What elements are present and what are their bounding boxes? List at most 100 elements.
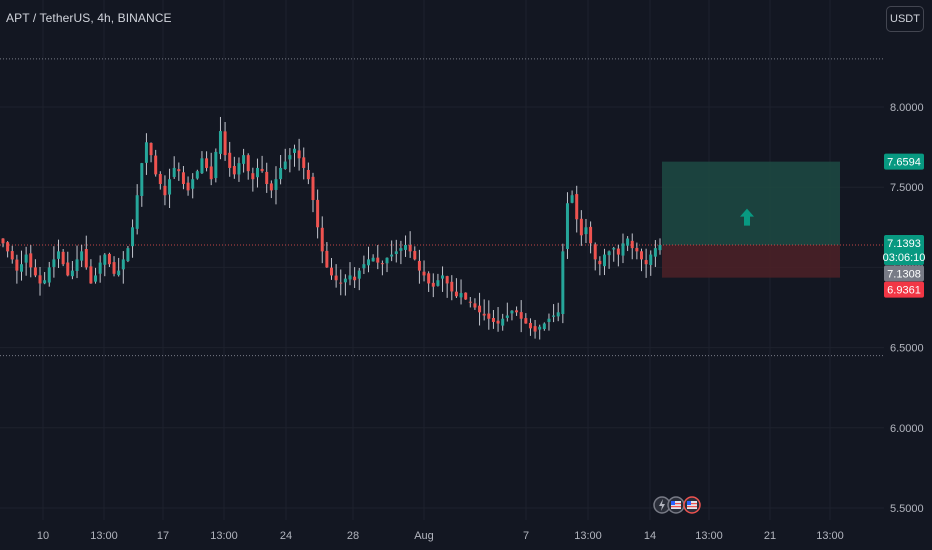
candle [348,262,352,286]
candle-body [468,301,472,303]
candle [519,300,523,333]
candle [163,175,167,206]
time-axis-tick-label: 13:00 [816,530,844,542]
candle [334,264,338,288]
candle [579,210,583,246]
candle-body [172,167,176,177]
candle-body [80,251,84,261]
candle-body [473,303,477,308]
candle-body [223,131,227,156]
time-axis[interactable]: 10 13:00 17 13:00 24 28 Aug 7 13:00 14 13:00 21 13:0… [37,530,844,542]
candle [616,244,620,267]
target-price-tag-bg [884,153,924,170]
candle-body [140,163,144,196]
stop-zone[interactable] [662,245,840,278]
entry-price-tag-text: 7.1308 [887,268,921,280]
candle-body [260,168,264,172]
candle-body [371,257,375,262]
candle-body [399,248,403,251]
time-axis-tick-label: 14 [644,530,656,542]
candle-body [561,251,565,315]
target-zone[interactable] [662,161,840,246]
candle [52,246,56,278]
candle [376,245,380,270]
symbol-title[interactable]: APT / TetherUS, 4h, BINANCE [6,11,172,25]
candle [556,302,560,322]
current-price-tag-bg [884,235,924,266]
candle [561,243,565,324]
candle-body [635,247,639,252]
candle [75,245,79,279]
candle-body [121,259,125,270]
candle-body [66,262,70,276]
candle-body [209,166,213,180]
candle [186,176,190,196]
candle [158,171,162,190]
target-price-tag: 7.6594 [884,153,924,170]
candle-body [593,244,597,260]
candle [325,242,329,268]
position-zones[interactable] [662,161,840,278]
candle [385,257,389,273]
candle-body [20,264,24,272]
candle [269,180,273,199]
candle-body [390,254,394,257]
candle-body [279,167,283,180]
candle-body [274,179,278,190]
candle-body [144,142,148,163]
currency-button[interactable]: USDT [886,6,924,32]
candle [501,313,505,331]
time-axis-tick-label: 7 [523,530,529,542]
candle [367,246,371,273]
candle-body [57,251,61,259]
candle-body [84,249,88,268]
candle-body [112,262,116,274]
candle-body [589,226,593,244]
candle [626,236,630,252]
candle [316,189,320,239]
candle [422,260,426,282]
candle [117,257,121,277]
candle [279,155,283,185]
candle [589,221,593,254]
lightning-event-icon[interactable] [653,496,671,514]
candle-body [556,312,560,317]
candle-body [404,244,408,250]
candle [454,278,458,298]
candle [24,246,28,276]
candle-body [431,282,435,287]
candle [468,296,472,308]
candle-body [505,315,509,318]
candle-body [450,281,454,292]
candle [311,172,315,213]
candle [15,254,19,284]
candle-body [158,174,162,184]
event-icons[interactable] [653,496,701,514]
horizontal-levels[interactable] [0,58,884,357]
candle [177,162,181,181]
candle-body [232,165,236,175]
candle [209,152,213,186]
us-flag-event-icon[interactable] [667,496,685,514]
candle-body [61,251,65,265]
candle [107,252,111,267]
candle-body [376,257,380,263]
candle [94,267,98,284]
candle [547,313,551,331]
candle [228,141,232,177]
candle [612,246,616,262]
candle-body [616,248,620,255]
candle-body [515,310,519,313]
candle-body [510,310,514,314]
candle [149,142,153,163]
us-flag-event-icon[interactable] [683,496,701,514]
candle [195,169,199,180]
candle [200,151,204,174]
candle-body [639,251,643,260]
candle-body [528,322,532,329]
candle-body [94,275,98,282]
candle [635,242,639,260]
candle [302,147,306,180]
candle-body [246,155,250,172]
